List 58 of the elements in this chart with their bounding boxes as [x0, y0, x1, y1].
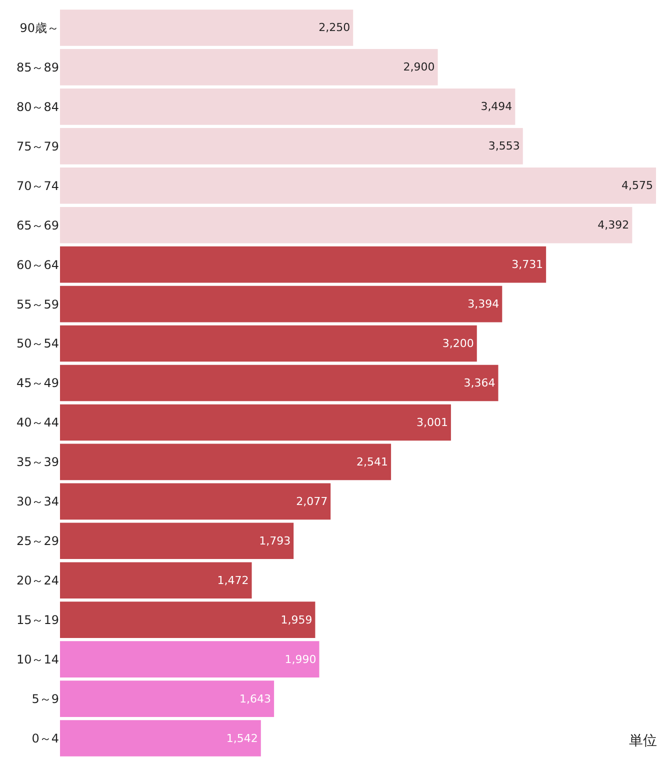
- data-label: 4,392: [598, 218, 630, 232]
- data-label: 3,001: [416, 416, 448, 429]
- y-tick-label: 15～19: [16, 613, 59, 628]
- data-label: 1,959: [280, 613, 312, 626]
- data-label: 2,900: [403, 60, 435, 74]
- data-label: 1,643: [240, 692, 272, 706]
- annotation: 単位: [629, 733, 657, 749]
- bar: [60, 167, 656, 204]
- y-tick-label: 75～79: [16, 139, 59, 154]
- data-label: 3,394: [468, 298, 500, 311]
- data-label: 2,541: [356, 455, 388, 468]
- y-tick-label: 45～49: [16, 376, 59, 390]
- y-tick-label: 90歳～: [20, 20, 59, 35]
- bar: [60, 562, 252, 599]
- y-tick-label: 50～54: [16, 336, 59, 351]
- y-tick-label: 20～24: [16, 574, 59, 588]
- y-tick-label: 30～34: [16, 494, 59, 509]
- y-tick-label: 10～14: [16, 652, 59, 667]
- data-label: 1,990: [284, 652, 316, 666]
- bar: [60, 128, 523, 164]
- y-tick-label: 85～89: [16, 60, 59, 74]
- bar: [60, 404, 451, 441]
- y-tick-label: 60～64: [16, 258, 59, 272]
- data-label: 2,077: [296, 494, 328, 508]
- y-tick-label: 0～4: [32, 731, 59, 746]
- bar: [60, 522, 294, 560]
- data-label: 3,200: [442, 337, 474, 350]
- data-label: 3,731: [512, 258, 544, 272]
- bar: [60, 364, 498, 402]
- y-tick-label: 55～59: [16, 297, 59, 312]
- bar: [60, 602, 316, 638]
- bar: [60, 286, 502, 322]
- data-label: 3,553: [488, 140, 520, 153]
- data-label: 3,364: [464, 376, 496, 390]
- bar: [60, 88, 516, 125]
- data-label: 2,250: [318, 21, 350, 34]
- bar: [60, 680, 274, 717]
- bar: [60, 641, 320, 678]
- bar: [60, 483, 331, 520]
- y-tick-label: 80～84: [16, 100, 59, 114]
- y-tick-label: 35～39: [16, 455, 59, 470]
- data-label: 1,472: [217, 574, 249, 587]
- data-label: 1,542: [226, 732, 258, 745]
- data-label: 4,575: [622, 179, 654, 192]
- y-tick-label: 40～44: [16, 416, 59, 430]
- bar: [60, 325, 477, 362]
- bar: [60, 206, 632, 244]
- y-tick-label: 70～74: [16, 178, 59, 193]
- y-tick-label: 25～29: [16, 534, 59, 548]
- data-label: 3,494: [480, 100, 512, 114]
- y-tick-label: 65～69: [16, 218, 59, 232]
- bar: [60, 720, 261, 756]
- y-tick-label: 5～9: [32, 692, 59, 706]
- bar: [60, 246, 546, 283]
- bar: [60, 10, 354, 46]
- data-label: 1,793: [259, 534, 291, 548]
- bar: [60, 444, 392, 480]
- bar: [60, 49, 438, 86]
